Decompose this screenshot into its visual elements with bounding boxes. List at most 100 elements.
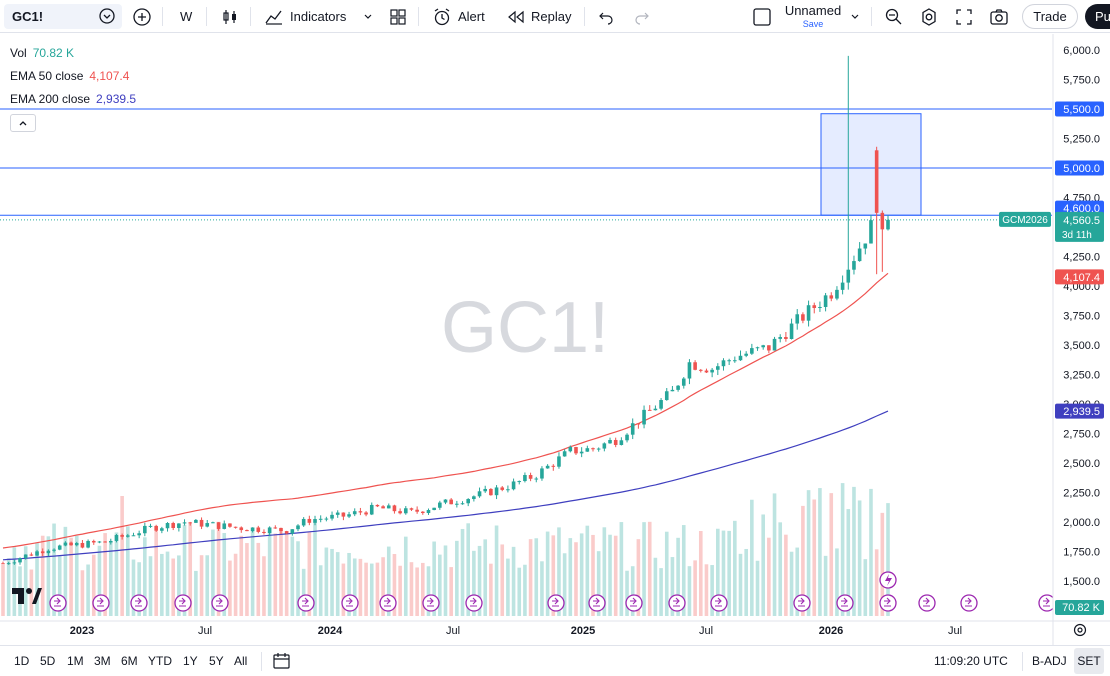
event-marker-icon	[918, 594, 936, 612]
candle-body	[466, 499, 470, 504]
price-tick-label: 3,750.0	[1063, 311, 1100, 323]
symbol-search[interactable]: GC1!	[4, 4, 122, 29]
candle-body	[540, 468, 544, 479]
quick-search-icon[interactable]	[884, 0, 904, 33]
camera-icon[interactable]	[989, 0, 1009, 33]
alert-button[interactable]: Alert	[432, 0, 485, 33]
candle-body	[63, 542, 68, 546]
volume-bar	[74, 535, 79, 616]
candle-body	[432, 507, 436, 511]
replay-button[interactable]: Replay	[507, 0, 571, 33]
range-5d-button[interactable]: 5D	[40, 654, 56, 668]
volume-bar	[313, 521, 317, 616]
session-button[interactable]: SET	[1074, 648, 1104, 674]
layout-name-button[interactable]: Unnamed Save	[784, 3, 842, 31]
time-tick-label: 2026	[819, 625, 843, 637]
volume-bar	[619, 522, 624, 616]
adjustment-button[interactable]: B-ADJ	[1032, 654, 1067, 668]
event-marker-arrow	[179, 597, 186, 607]
volume-bar	[863, 559, 868, 616]
chart-area[interactable]: GC1! 6,000.0 5,750.0 5,500.0 5,250.0 5,000.0 4…	[0, 34, 1110, 645]
range-1d-button[interactable]: 1D	[14, 654, 30, 668]
ema200-price-tag-bg	[1055, 403, 1104, 419]
goto-date-icon[interactable]	[272, 652, 292, 673]
candle-body	[330, 514, 334, 519]
event-marker-arrow	[884, 597, 891, 607]
volume-bar	[767, 537, 771, 616]
volume-bar	[182, 524, 187, 616]
volume-bar	[1, 565, 5, 616]
volume-bar	[687, 566, 692, 616]
symbol-watermark: GC1!	[441, 288, 609, 368]
candle-body	[318, 518, 323, 520]
volume-bar	[540, 561, 544, 616]
volume-bar	[52, 523, 56, 616]
volume-bar	[670, 557, 675, 616]
range-1y-button[interactable]: 1Y	[183, 654, 198, 668]
clock-time[interactable]: 11:09:20 UTC	[934, 654, 1008, 668]
candle-body	[313, 519, 317, 523]
legend-volume[interactable]: Vol 70.82 K	[10, 46, 74, 60]
add-symbol-icon[interactable]	[132, 0, 152, 33]
candle-body	[29, 554, 34, 556]
volume-bar	[245, 543, 249, 616]
volume-bar	[222, 532, 227, 616]
tradingview-logo-icon[interactable]	[12, 588, 42, 609]
candle-body	[296, 525, 300, 530]
event-marker-arrow	[593, 597, 600, 607]
range-ytd-button[interactable]: YTD	[148, 654, 172, 668]
volume-bar	[12, 547, 17, 616]
price-tag-5000: 5,000.0	[1063, 163, 1100, 175]
candle-body	[477, 491, 482, 497]
price-tick-label: 1,500.0	[1063, 576, 1100, 588]
symbol-compare-icon[interactable]	[98, 7, 116, 28]
candle-body	[806, 305, 811, 321]
volume-bar	[483, 539, 488, 616]
fullscreen-icon[interactable]	[955, 0, 973, 33]
undo-icon[interactable]	[598, 0, 614, 33]
price-tick-label: 3,500.0	[1063, 340, 1100, 352]
volume-bar	[716, 528, 720, 616]
range-6m-button[interactable]: 6M	[121, 654, 138, 668]
legend-ema50[interactable]: EMA 50 close 4,107.4	[10, 69, 129, 83]
volume-tag-label: 70.82 K	[1062, 602, 1101, 614]
indicators-button[interactable]: Indicators	[264, 0, 346, 33]
top-toolbar: GC1! W Indicators Alert Replay Un	[0, 0, 1110, 33]
legend-vol-label: Vol	[10, 46, 27, 60]
publish-button[interactable]: Pu	[1085, 4, 1110, 29]
candles-icon[interactable]	[221, 0, 239, 33]
volume-bar	[659, 568, 663, 616]
volume-bar	[91, 554, 96, 616]
candle-body	[403, 508, 408, 514]
trade-button[interactable]: Trade	[1022, 4, 1078, 29]
redo-icon[interactable]	[634, 0, 650, 33]
candle-body	[585, 448, 590, 452]
candle-body	[103, 541, 107, 543]
interval-button[interactable]: W	[180, 9, 193, 24]
candle-body	[80, 542, 85, 548]
volume-bar	[591, 534, 595, 616]
range-5y-button[interactable]: 5Y	[209, 654, 224, 668]
range-3m-button[interactable]: 3M	[94, 654, 111, 668]
range-all-button[interactable]: All	[234, 654, 248, 668]
candle-body	[602, 443, 607, 449]
event-marker-icon	[547, 594, 565, 612]
candle-body	[489, 488, 493, 496]
settings-gear-icon[interactable]	[919, 0, 939, 33]
indicators-dropdown-icon[interactable]	[363, 0, 373, 33]
volume-bar	[318, 565, 323, 616]
volume-bar	[103, 533, 107, 616]
legend-collapse-button[interactable]	[10, 114, 36, 132]
price-tag-5000-bg	[1055, 160, 1104, 176]
volume-bar	[880, 512, 885, 616]
price-chart[interactable]: GC1! 6,000.0 5,750.0 5,500.0 5,250.0 5,000.0 4…	[0, 34, 1110, 645]
candle-body	[506, 489, 510, 491]
legend-ema200[interactable]: EMA 200 close 2,939.5	[10, 92, 136, 106]
range-1m-button[interactable]: 1M	[67, 654, 84, 668]
layout-checkbox-icon[interactable]	[752, 0, 772, 33]
axis-settings-inner	[1077, 627, 1083, 633]
templates-icon[interactable]	[389, 0, 407, 33]
layout-dropdown-icon[interactable]	[850, 0, 860, 33]
volume-bar	[477, 545, 482, 616]
volume-bar	[579, 533, 584, 616]
